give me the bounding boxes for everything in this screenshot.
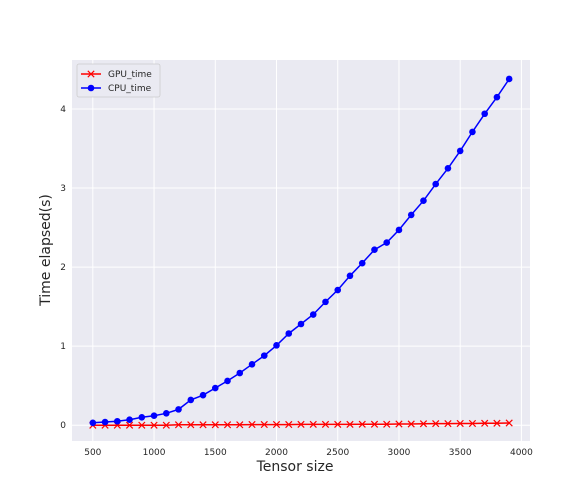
data-point	[211, 421, 219, 429]
data-point	[468, 419, 477, 428]
series-GPU_time	[89, 419, 513, 429]
data-point	[395, 420, 403, 428]
data-point	[272, 420, 281, 429]
data-point	[309, 420, 317, 429]
data-point	[493, 419, 501, 427]
data-point	[334, 420, 342, 429]
y-tick-labels: 0 1 2 3 4	[60, 105, 66, 431]
data-point	[199, 421, 207, 429]
data-point	[138, 421, 146, 429]
data-point	[224, 377, 231, 385]
x-tick-labels: 500 1000 1500 2000 2500 3000 3500 4000	[84, 448, 533, 458]
data-point	[223, 421, 232, 429]
data-point	[174, 421, 183, 429]
data-point	[187, 396, 195, 404]
y-tick-label: 0	[60, 421, 66, 431]
data-point	[432, 180, 440, 188]
data-point	[481, 419, 489, 427]
data-point	[358, 259, 366, 267]
data-point	[236, 421, 244, 429]
series-layer	[89, 75, 513, 429]
data-point	[505, 419, 513, 427]
data-point	[456, 419, 464, 428]
data-point	[125, 421, 134, 429]
y-tick-label: 1	[60, 342, 66, 352]
legend-label: GPU_time	[108, 70, 152, 80]
series-CPU_time	[89, 75, 513, 427]
legend-marker	[87, 84, 95, 92]
data-point	[444, 419, 452, 428]
legend: GPU_time CPU_time	[76, 63, 161, 98]
data-point	[383, 420, 391, 428]
x-tick-label: 4000	[510, 448, 533, 458]
x-tick-label: 2500	[326, 448, 349, 458]
x-tick-label: 1000	[143, 448, 166, 458]
data-point	[469, 128, 476, 136]
data-point	[383, 239, 391, 246]
data-point	[260, 420, 268, 429]
x-tick-label: 2000	[265, 448, 288, 458]
data-point	[322, 298, 329, 306]
data-point	[162, 421, 170, 429]
data-point	[175, 406, 182, 413]
data-point	[444, 164, 452, 172]
y-tick-label: 2	[60, 263, 66, 273]
data-point	[407, 420, 415, 428]
data-point	[297, 420, 305, 429]
y-tick-label: 4	[60, 105, 66, 115]
data-point	[187, 421, 195, 429]
data-point	[114, 417, 121, 425]
data-point	[321, 420, 330, 429]
data-point	[273, 342, 280, 349]
x-tick-label: 500	[84, 448, 101, 458]
data-point	[371, 246, 378, 254]
data-point	[126, 416, 133, 423]
data-point	[358, 420, 366, 428]
data-point	[236, 369, 244, 377]
grid-lines	[72, 60, 530, 441]
data-point	[150, 412, 158, 420]
data-point	[481, 110, 488, 118]
data-point	[419, 420, 428, 428]
data-point	[260, 352, 268, 359]
data-point	[101, 418, 109, 426]
plot-background	[72, 60, 530, 441]
data-point	[199, 391, 207, 399]
data-point	[395, 226, 403, 234]
data-point	[309, 311, 317, 318]
data-point	[297, 320, 305, 328]
data-point	[248, 361, 256, 368]
data-point	[138, 413, 146, 421]
data-point	[432, 419, 440, 428]
x-tick-label: 1500	[204, 448, 227, 458]
data-point	[407, 211, 415, 219]
data-point	[346, 420, 354, 429]
data-point	[211, 384, 219, 392]
data-point	[89, 419, 97, 427]
data-point	[248, 420, 256, 429]
data-point	[150, 421, 158, 429]
data-point	[370, 420, 379, 428]
data-point	[420, 197, 427, 205]
legend-marker	[87, 70, 95, 78]
y-tick-label: 3	[60, 184, 66, 194]
data-point	[493, 93, 501, 101]
x-tick-label: 3500	[449, 448, 472, 458]
data-point	[456, 147, 464, 155]
data-point	[285, 420, 293, 429]
data-point	[334, 286, 342, 294]
data-point	[505, 75, 513, 83]
x-axis-label: Tensor size	[256, 459, 334, 475]
legend-label: CPU_time	[108, 84, 152, 94]
x-tick-label: 3000	[388, 448, 411, 458]
data-point	[346, 272, 354, 280]
y-axis-label: Time elapsed(s)	[38, 194, 54, 307]
data-point	[162, 410, 170, 417]
data-point	[285, 330, 293, 337]
